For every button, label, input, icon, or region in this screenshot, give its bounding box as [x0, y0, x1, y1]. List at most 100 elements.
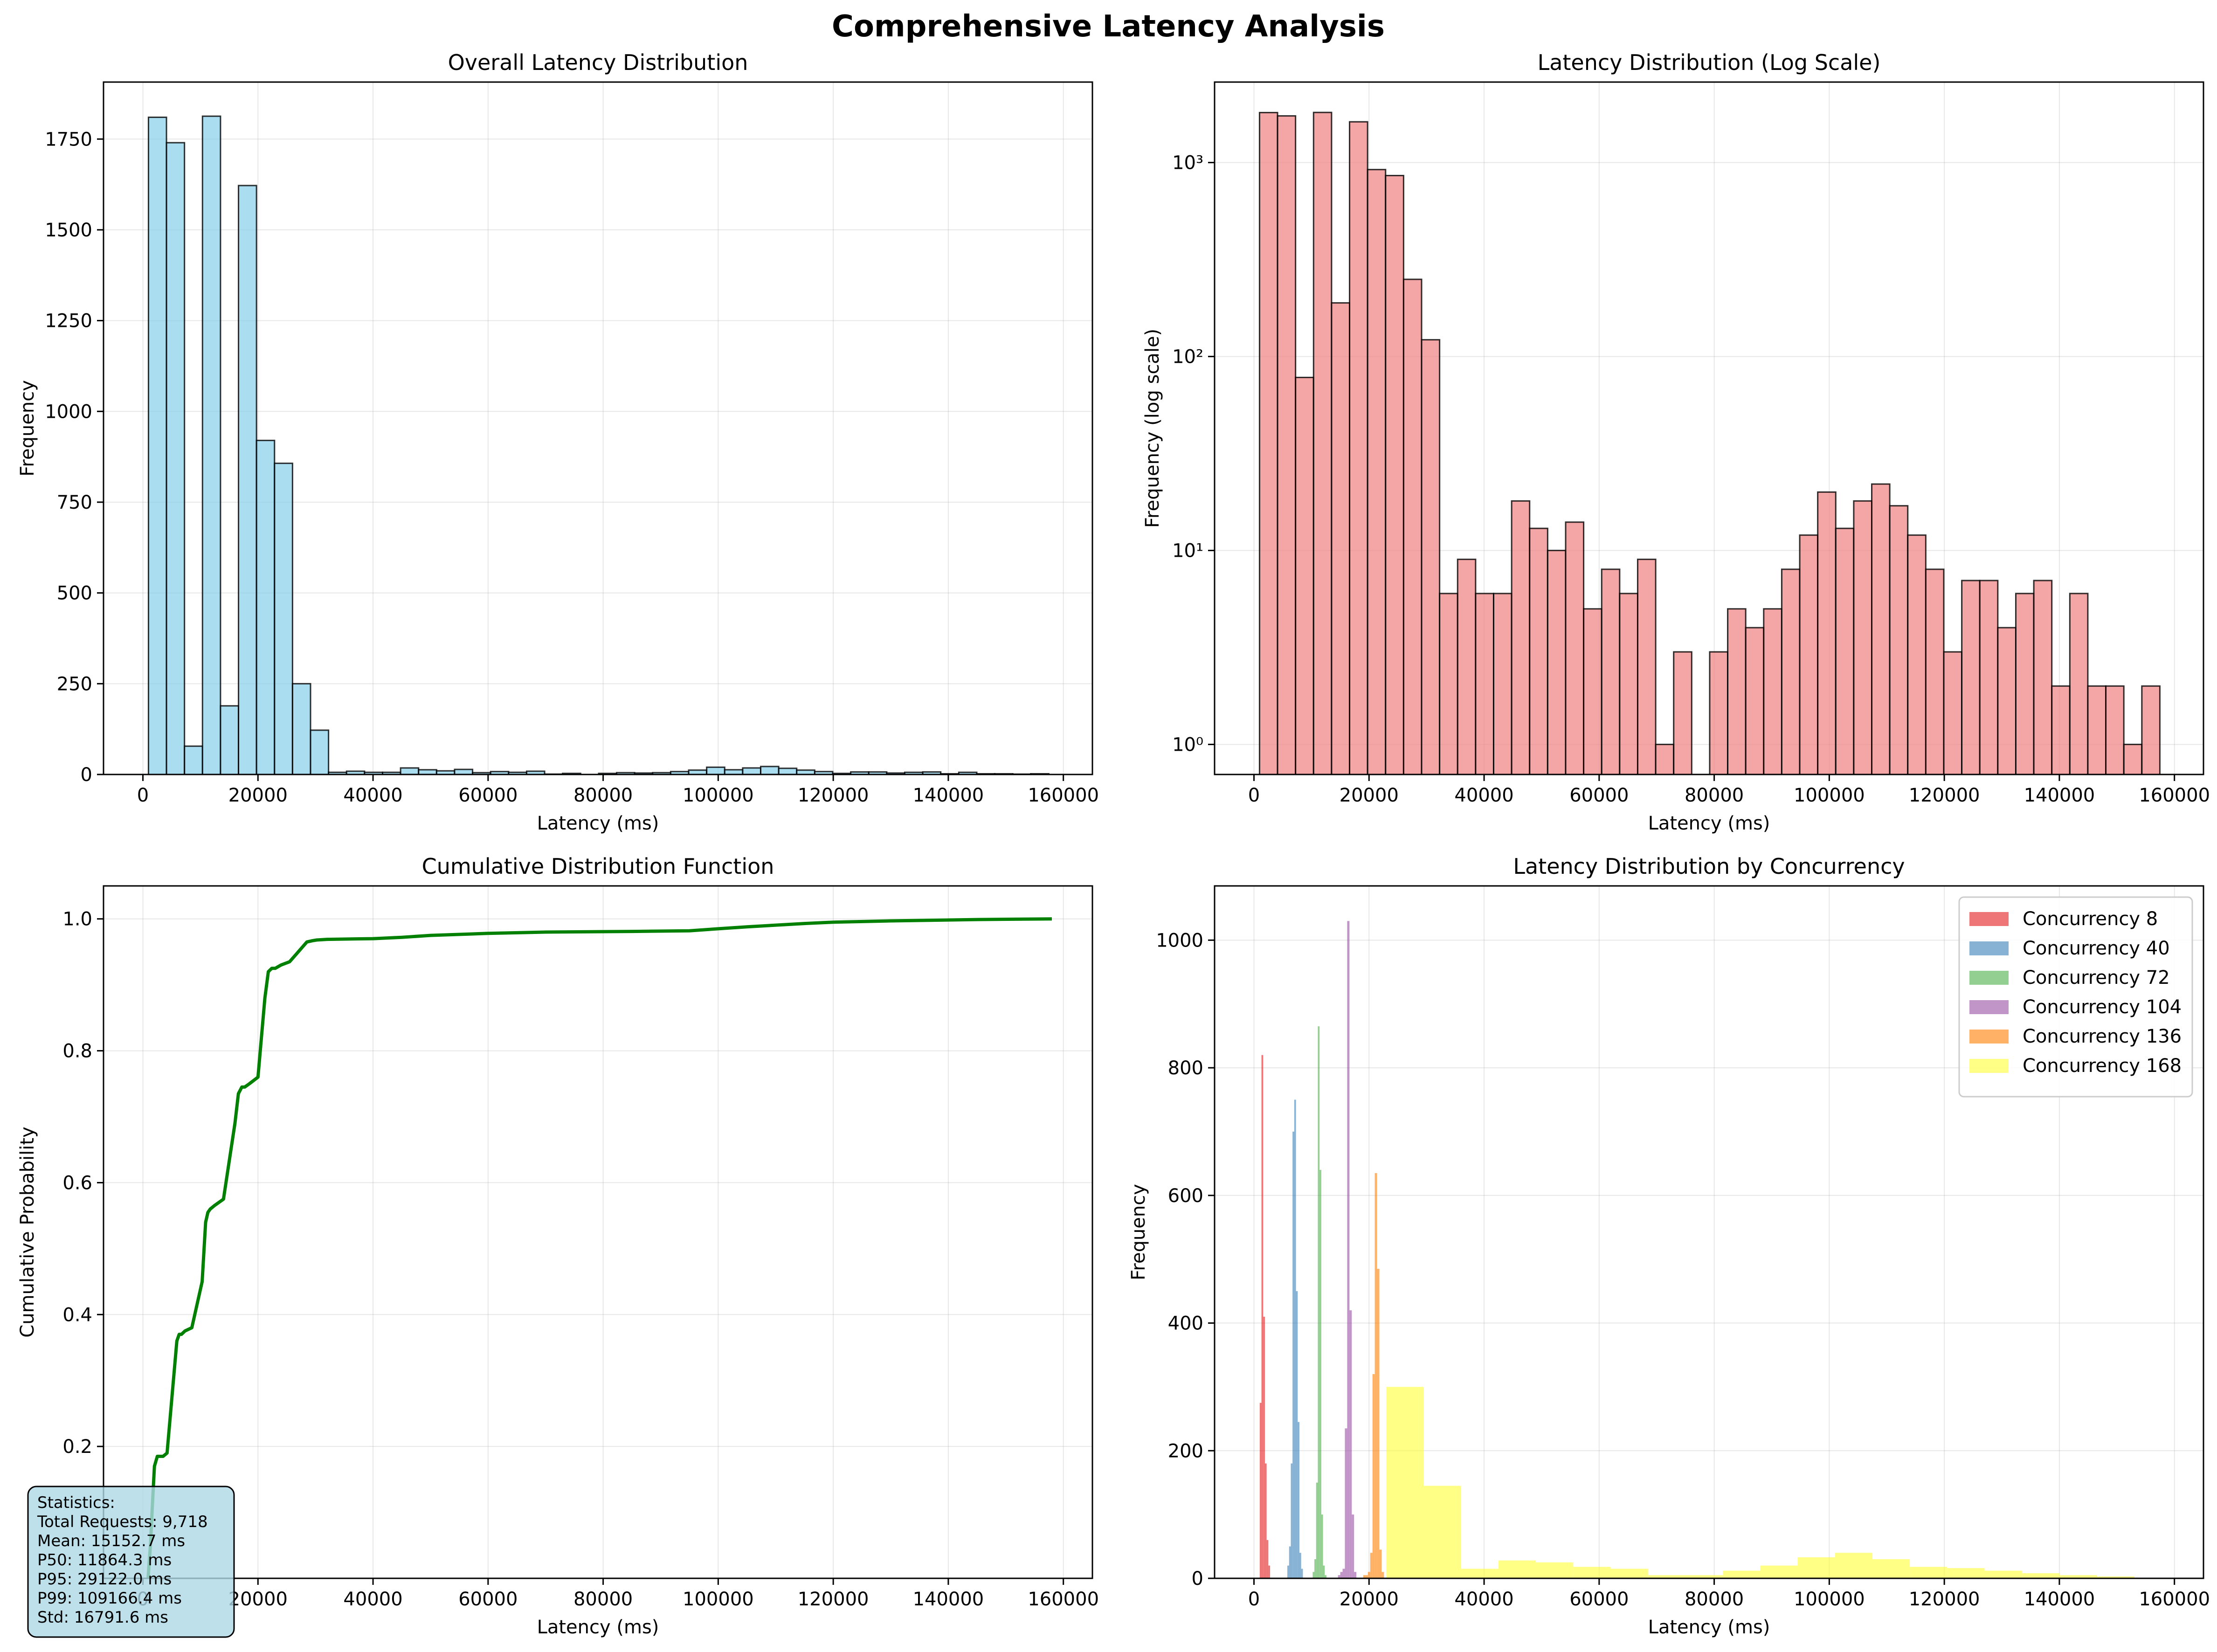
legend-label: Concurrency 8 [2023, 908, 2158, 930]
y-tick-label: 0 [81, 764, 92, 786]
concurrency-bar [1835, 1553, 1872, 1578]
concurrency-bar [1386, 1387, 1424, 1578]
histogram-bar [2051, 685, 2071, 775]
y-axis-label: Frequency [17, 380, 38, 477]
stats-title: Statistics: [37, 1493, 115, 1512]
histogram-bar [1312, 111, 1333, 775]
histogram-bar [1709, 651, 1729, 775]
y-tick-label: 1750 [45, 129, 92, 150]
histogram-bar [201, 115, 221, 775]
y-tick-label: 10¹ [1172, 540, 1203, 562]
histogram-bar [2033, 580, 2053, 775]
x-tick-label: 40000 [343, 1589, 402, 1610]
concurrency-bar [1316, 1482, 1318, 1578]
histogram-bar [1835, 527, 1855, 775]
histogram-bar [706, 766, 725, 775]
concurrency-bar [1797, 1557, 1835, 1578]
histogram-bar [1439, 593, 1458, 775]
histogram-bar [2123, 744, 2143, 775]
y-tick-label: 10³ [1172, 152, 1203, 174]
x-tick-label: 20000 [228, 1589, 288, 1610]
stats-line: P99: 109166.4 ms [37, 1589, 182, 1608]
histogram-bar [454, 768, 474, 775]
histogram-bar [1961, 580, 1981, 775]
histogram-bar [1817, 491, 1837, 775]
histogram-bar [1781, 568, 1801, 775]
figure-title: Comprehensive Latency Analysis [832, 9, 1385, 44]
x-tick-label: 120000 [798, 1589, 869, 1610]
x-tick-label: 160000 [2139, 1589, 2210, 1610]
histogram-bar [1457, 559, 1477, 775]
concurrency-bar [2097, 1576, 2134, 1578]
chart-title: Cumulative Distribution Function [422, 854, 774, 879]
histogram-bar [1421, 339, 1441, 775]
concurrency-bar [2022, 1573, 2059, 1578]
x-axis-label: Latency (ms) [537, 1617, 659, 1638]
histogram-bar [1871, 483, 1891, 775]
x-axis-label: Latency (ms) [1648, 813, 1770, 834]
legend-swatch [1969, 941, 2009, 955]
concurrency-bar [1536, 1562, 1574, 1578]
histogram-bar [1583, 608, 1602, 775]
x-tick-label: 140000 [2024, 785, 2095, 806]
histogram-bar [1547, 550, 1567, 775]
histogram-bar [310, 729, 330, 775]
concurrency-bar [1342, 1569, 1345, 1578]
stats-line: P50: 11864.3 ms [37, 1551, 172, 1569]
histogram-bar [400, 767, 420, 775]
chart-title: Overall Latency Distribution [448, 50, 748, 75]
x-tick-label: 100000 [1794, 785, 1865, 806]
histogram-bar [220, 705, 240, 775]
concurrency-bar [1374, 1173, 1377, 1578]
histogram-bar [1979, 580, 1999, 775]
legend-label: Concurrency 40 [2023, 938, 2170, 959]
legend-box [1958, 896, 2193, 1098]
concurrency-bar [1423, 1486, 1461, 1578]
legend-label: Concurrency 136 [2023, 1026, 2182, 1047]
stats-box-background [27, 1486, 235, 1638]
y-tick-label: 600 [1168, 1185, 1203, 1207]
histogram-bar [1402, 278, 1423, 775]
concurrency-bar [1354, 1572, 1357, 1578]
stats-line: P95: 29122.0 ms [37, 1570, 172, 1589]
histogram-bar [1745, 627, 1765, 775]
concurrency-bar [1325, 1575, 1326, 1578]
histogram-bar [1925, 568, 1945, 775]
histogram-bar [1367, 169, 1387, 775]
concurrency-bar [1314, 1559, 1316, 1578]
concurrency-bar [1381, 1572, 1384, 1578]
y-tick-label: 1250 [45, 311, 92, 332]
y-tick-label: 500 [57, 583, 92, 604]
concurrency-bar [1261, 1055, 1264, 1578]
stats-line: Mean: 15152.7 ms [37, 1532, 185, 1550]
histogram-bar [1349, 121, 1368, 775]
x-tick-label: 140000 [913, 785, 984, 806]
histogram-bar [1295, 376, 1314, 775]
concurrency-bar [1573, 1567, 1611, 1578]
y-tick-label: 400 [1168, 1313, 1203, 1334]
y-tick-label: 200 [1168, 1440, 1203, 1462]
x-tick-label: 80000 [573, 1589, 633, 1610]
y-tick-label: 10² [1172, 346, 1203, 368]
cdf-line [146, 917, 1052, 1579]
histogram-bar [760, 766, 780, 775]
x-tick-label: 160000 [2139, 785, 2210, 806]
x-tick-label: 100000 [683, 1589, 754, 1610]
concurrency-bar [1367, 1572, 1370, 1578]
y-axis-label: Frequency [1128, 1184, 1149, 1280]
legend-swatch [1969, 1000, 2009, 1014]
axes-frame [103, 81, 1093, 775]
concurrency-bar [1338, 1575, 1340, 1578]
concurrency-bar [1379, 1549, 1382, 1578]
concurrency-bar [1984, 1570, 2022, 1578]
chart-title: Latency Distribution by Concurrency [1513, 854, 1905, 879]
panel-by-conc: 0 20000 40000 60000 80000 100000 120000 140000 1… [1128, 854, 2210, 1638]
legend: Concurrency 8 Concurrency 40 Concurrency 7… [1958, 896, 2193, 1098]
histogram-bar [1727, 608, 1747, 775]
x-tick-label: 0 [1248, 1589, 1260, 1610]
concurrency-bar [1268, 1565, 1271, 1578]
x-axis-label: Latency (ms) [1648, 1617, 1770, 1638]
concurrency-bar [1289, 1546, 1291, 1578]
panel-hist-log: 0 20000 40000 60000 80000 100000 120000 140000 1… [1142, 50, 2210, 834]
concurrency-bar [1872, 1559, 1910, 1578]
